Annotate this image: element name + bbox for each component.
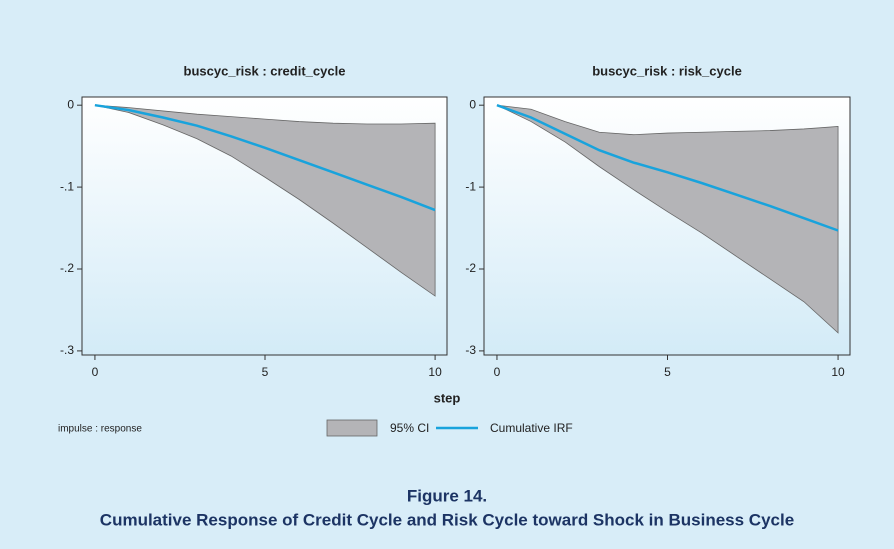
y-tick-label: 0: [469, 97, 476, 111]
y-tick-label: -.1: [60, 179, 74, 193]
x-tick-label: 0: [494, 365, 501, 379]
chart-title: buscyc_risk : risk_cycle: [592, 63, 742, 78]
y-tick-label: -3: [465, 343, 476, 357]
y-tick-label: -1: [465, 179, 476, 193]
x-tick-label: 10: [831, 365, 845, 379]
legend-swatch: [326, 419, 378, 437]
y-tick-label: -2: [465, 261, 476, 275]
x-tick-label: 5: [664, 365, 671, 379]
caption-text: Cumulative Response of Credit Cycle and …: [100, 510, 794, 529]
x-tick-label: 0: [92, 365, 99, 379]
x-tick-label: 10: [428, 365, 442, 379]
caption-number: Figure 14.: [407, 486, 487, 505]
y-tick-label: -.3: [60, 343, 74, 357]
legend-label: Cumulative IRF: [490, 421, 573, 435]
irf-line: [496, 104, 839, 232]
legend-label: 95% CI: [390, 421, 429, 435]
chart-title: buscyc_risk : credit_cycle: [184, 63, 346, 78]
y-tick-label: 0: [67, 97, 74, 111]
x-tick-label: 5: [262, 365, 269, 379]
x-axis-label: step: [434, 390, 461, 405]
note: impulse : response: [58, 424, 142, 435]
y-tick-label: -.2: [60, 261, 74, 275]
irf-line: [94, 103, 436, 212]
